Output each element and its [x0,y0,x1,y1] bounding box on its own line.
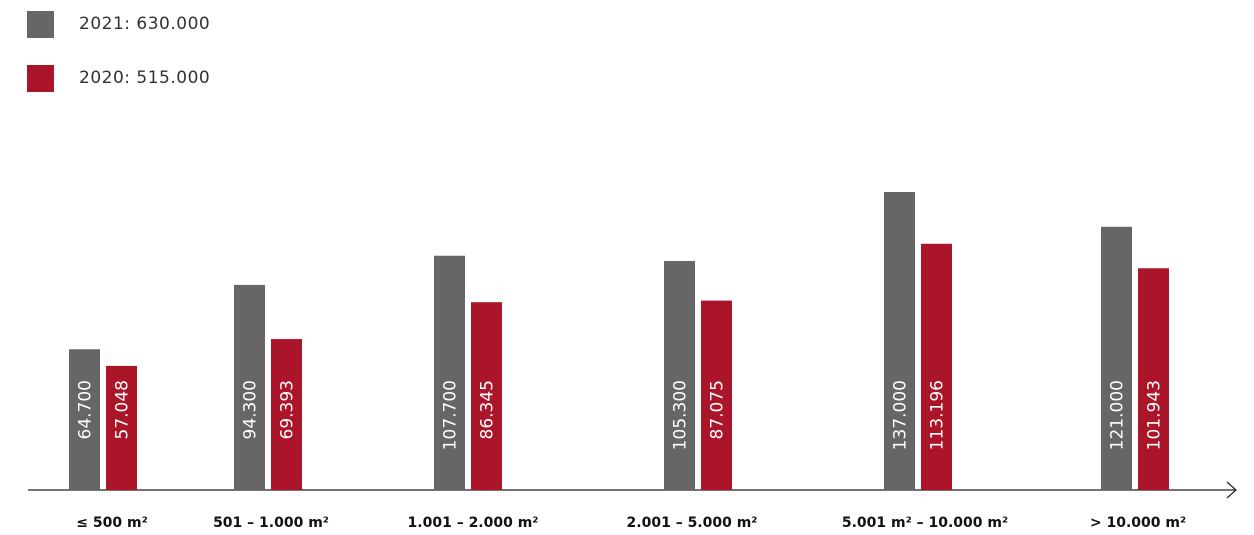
bar-value-label-2020-0: 57.048 [113,380,133,439]
bar-2020-2 [471,302,502,490]
category-label-0: ≤ 500 m² [76,515,147,531]
legend-item-2020: 2020: 515.000 [27,64,210,92]
bar-value-label-2021-3: 105.300 [671,380,691,450]
bar-value-label-2021-2: 107.700 [441,380,461,450]
bar-value-label-2020-3: 87.075 [708,380,728,439]
bar-value-label-2021-1: 94.300 [241,380,261,439]
bar-2020-1 [271,339,302,490]
category-label-5: > 10.000 m² [1090,515,1186,531]
legend-label-2021: 2021: 630.000 [79,14,211,34]
legend-swatch-2021 [27,10,54,38]
category-label-2: 1.001 – 2.000 m² [408,515,539,531]
bar-value-label-2021-0: 64.700 [76,380,96,439]
bar-value-label-2020-1: 69.393 [278,380,298,439]
bar-2021-4 [884,192,915,490]
legend-label-2020: 2020: 515.000 [79,68,211,88]
legend-swatch-2020 [27,64,54,92]
bar-2021-0 [69,349,100,490]
bar-value-label-2021-5: 121.000 [1108,380,1128,450]
bar-2021-2 [434,255,465,490]
bar-2020-0 [106,365,137,490]
bar-2020-3 [701,300,732,490]
bar-2021-3 [664,260,695,490]
bar-value-label-2020-2: 86.345 [478,380,498,439]
bar-value-label-2020-4: 113.196 [928,380,948,450]
category-label-4: 5.001 m² – 10.000 m² [842,515,1008,531]
bar-2020-4 [921,243,952,490]
category-label-3: 2.001 – 5.000 m² [627,515,758,531]
x-axis-arrow [1226,481,1237,499]
bar-value-label-2020-5: 101.943 [1145,380,1165,450]
bar-2021-5 [1101,226,1132,490]
legend: 2021: 630.000 2020: 515.000 [27,10,210,118]
bar-2021-1 [234,284,265,490]
legend-item-2021: 2021: 630.000 [27,10,210,38]
bar-value-label-2021-4: 137.000 [891,380,911,450]
category-label-1: 501 – 1.000 m² [213,515,329,531]
bar-2020-5 [1138,268,1169,490]
